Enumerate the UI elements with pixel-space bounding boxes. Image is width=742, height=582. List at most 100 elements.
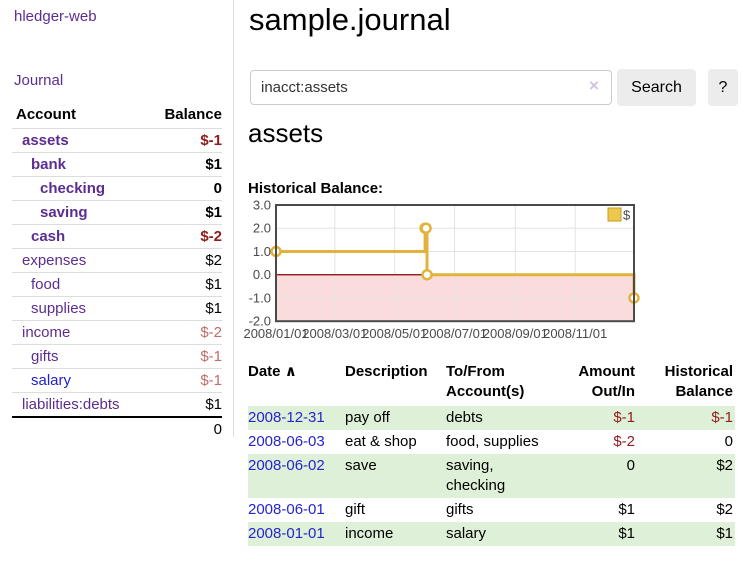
chart-canvas: $3.02.01.00.0-1.0-2.02008/01/012008/03/0… bbox=[244, 198, 741, 348]
register-table: Date ∧ Description To/From Account(s) Am… bbox=[248, 362, 735, 546]
chart-title: Historical Balance: bbox=[248, 180, 383, 197]
sidebar-account-link[interactable]: gifts bbox=[31, 346, 59, 368]
svg-text:2008/05/01: 2008/05/01 bbox=[362, 326, 427, 341]
transaction-balance: 0 bbox=[635, 430, 735, 454]
transaction-description: eat & shop bbox=[345, 430, 446, 454]
account-balance: $2 bbox=[205, 250, 222, 272]
sidebar-account-link[interactable]: checking bbox=[40, 178, 105, 200]
transaction-date-link[interactable]: 2008-06-03 bbox=[248, 433, 325, 450]
svg-text:2008/01/01: 2008/01/01 bbox=[244, 326, 309, 341]
account-heading: assets bbox=[248, 118, 323, 149]
search-button[interactable]: Search bbox=[617, 69, 696, 106]
account-balance: $1 bbox=[205, 274, 222, 296]
account-balance: $-2 bbox=[200, 226, 222, 248]
account-row: cash $-2 bbox=[12, 224, 222, 248]
sidebar-account-link[interactable]: cash bbox=[31, 226, 65, 248]
transaction-date-link[interactable]: 2008-06-01 bbox=[248, 501, 325, 518]
account-balance: $-2 bbox=[200, 322, 222, 344]
register-row: 2008-12-31 pay off debts $-1 $-1 bbox=[248, 406, 735, 430]
sidebar-account-link[interactable]: income bbox=[22, 322, 70, 344]
account-row: checking 0 bbox=[12, 176, 222, 200]
sidebar-account-link[interactable]: bank bbox=[31, 154, 66, 176]
nav-journal-link[interactable]: Journal bbox=[14, 72, 63, 89]
sidebar-account-link[interactable]: saving bbox=[40, 202, 88, 224]
date-header-label: Date bbox=[248, 363, 281, 380]
amount-header-line2: Out/In bbox=[546, 382, 635, 402]
account-balance: $1 bbox=[205, 202, 222, 224]
account-balance: $-1 bbox=[200, 130, 222, 152]
sidebar-divider bbox=[233, 0, 234, 437]
hledger-web-app: hledger-web Journal Account Balance asse… bbox=[0, 0, 742, 582]
sidebar-account-link[interactable]: salary bbox=[31, 370, 71, 392]
account-row: expenses $2 bbox=[12, 248, 222, 272]
brand-link[interactable]: hledger-web bbox=[14, 8, 97, 25]
transaction-amount: $1 bbox=[546, 522, 635, 546]
sidebar-account-link[interactable]: supplies bbox=[31, 298, 86, 320]
register-row: 2008-06-01 gift gifts $1 $2 bbox=[248, 498, 735, 522]
transaction-accounts: debts bbox=[446, 406, 546, 430]
account-row: salary $-1 bbox=[12, 368, 222, 392]
svg-text:1.0: 1.0 bbox=[253, 244, 271, 259]
register-row: 2008-01-01 income salary $1 $1 bbox=[248, 522, 735, 546]
sidebar-account-link[interactable]: food bbox=[31, 274, 60, 296]
clear-search-icon[interactable]: × bbox=[589, 77, 599, 94]
transaction-amount: $-1 bbox=[546, 406, 635, 430]
accounts-header-account: Account bbox=[16, 106, 76, 123]
account-row: saving $1 bbox=[12, 200, 222, 224]
transaction-balance: $2 bbox=[635, 454, 735, 498]
svg-text:2008/03/01: 2008/03/01 bbox=[302, 326, 367, 341]
balance-header-line2: Balance bbox=[635, 382, 733, 402]
transaction-date-link[interactable]: 2008-01-01 bbox=[248, 525, 325, 542]
column-header-balance: Historical Balance bbox=[635, 362, 735, 406]
sidebar-account-link[interactable]: liabilities:debts bbox=[22, 394, 120, 416]
transaction-description: pay off bbox=[345, 406, 446, 430]
accounts-panel: Account Balance assets $-1 bank $1 check… bbox=[0, 104, 233, 442]
historical-balance-chart: $3.02.01.00.0-1.0-2.02008/01/012008/03/0… bbox=[244, 198, 741, 348]
svg-text:0.0: 0.0 bbox=[253, 267, 271, 282]
transaction-accounts: salary bbox=[446, 522, 546, 546]
account-row: food $1 bbox=[12, 272, 222, 296]
sort-ascending-icon: ∧ bbox=[285, 363, 297, 380]
account-row: supplies $1 bbox=[12, 296, 222, 320]
transaction-balance: $1 bbox=[635, 522, 735, 546]
help-button[interactable]: ? bbox=[708, 69, 738, 106]
page-title: sample.journal bbox=[249, 2, 451, 38]
accounts-total: 0 bbox=[12, 416, 222, 442]
sidebar-account-link[interactable]: expenses bbox=[22, 250, 86, 272]
accounts-header-line2: Account(s) bbox=[446, 382, 546, 402]
transaction-balance: $2 bbox=[635, 498, 735, 522]
accounts-header-balance: Balance bbox=[164, 106, 222, 123]
svg-text:3.0: 3.0 bbox=[253, 198, 271, 213]
transaction-date-link[interactable]: 2008-12-31 bbox=[248, 409, 325, 426]
column-header-accounts: To/From Account(s) bbox=[446, 362, 546, 406]
account-row: bank $1 bbox=[12, 152, 222, 176]
transaction-accounts: food, supplies bbox=[446, 430, 546, 454]
svg-text:2008/09/01: 2008/09/01 bbox=[483, 326, 548, 341]
account-balance: $1 bbox=[205, 394, 222, 416]
sidebar-account-link[interactable]: assets bbox=[22, 130, 69, 152]
account-balance: 0 bbox=[214, 178, 222, 200]
column-header-amount: Amount Out/In bbox=[546, 362, 635, 406]
svg-text:2008/07/01: 2008/07/01 bbox=[422, 326, 487, 341]
account-row: liabilities:debts $1 bbox=[12, 392, 222, 416]
svg-text:$: $ bbox=[623, 208, 631, 223]
account-row: assets $-1 bbox=[12, 128, 222, 152]
amount-header-line1: Amount bbox=[546, 362, 635, 382]
transaction-description: income bbox=[345, 522, 446, 546]
transaction-accounts: gifts bbox=[446, 498, 546, 522]
account-balance: $-1 bbox=[200, 370, 222, 392]
column-header-date[interactable]: Date ∧ bbox=[248, 362, 345, 406]
account-balance: $1 bbox=[205, 154, 222, 176]
svg-text:-1.0: -1.0 bbox=[249, 290, 271, 305]
transaction-amount: $-2 bbox=[546, 430, 635, 454]
transaction-date-link[interactable]: 2008-06-02 bbox=[248, 457, 325, 474]
transaction-description: save bbox=[345, 454, 446, 498]
search-input[interactable] bbox=[250, 70, 612, 105]
transaction-balance: $-1 bbox=[635, 406, 735, 430]
accounts-header: Account Balance bbox=[0, 104, 233, 128]
svg-text:2.0: 2.0 bbox=[253, 221, 271, 236]
register-header-row: Date ∧ Description To/From Account(s) Am… bbox=[248, 362, 735, 406]
balance-header-line1: Historical bbox=[635, 362, 733, 382]
accounts-header-line1: To/From bbox=[446, 362, 546, 382]
account-row: gifts $-1 bbox=[12, 344, 222, 368]
